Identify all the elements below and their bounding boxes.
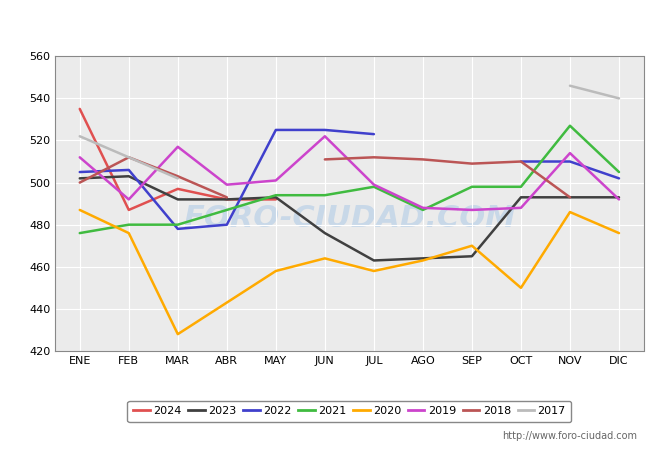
Text: FORO-CIUDAD.COM: FORO-CIUDAD.COM (183, 204, 515, 233)
Legend: 2024, 2023, 2022, 2021, 2020, 2019, 2018, 2017: 2024, 2023, 2022, 2021, 2020, 2019, 2018… (127, 401, 571, 422)
Text: http://www.foro-ciudad.com: http://www.foro-ciudad.com (502, 431, 637, 441)
Text: Afiliados en El Pedroso a 31/5/2024: Afiliados en El Pedroso a 31/5/2024 (179, 16, 471, 34)
